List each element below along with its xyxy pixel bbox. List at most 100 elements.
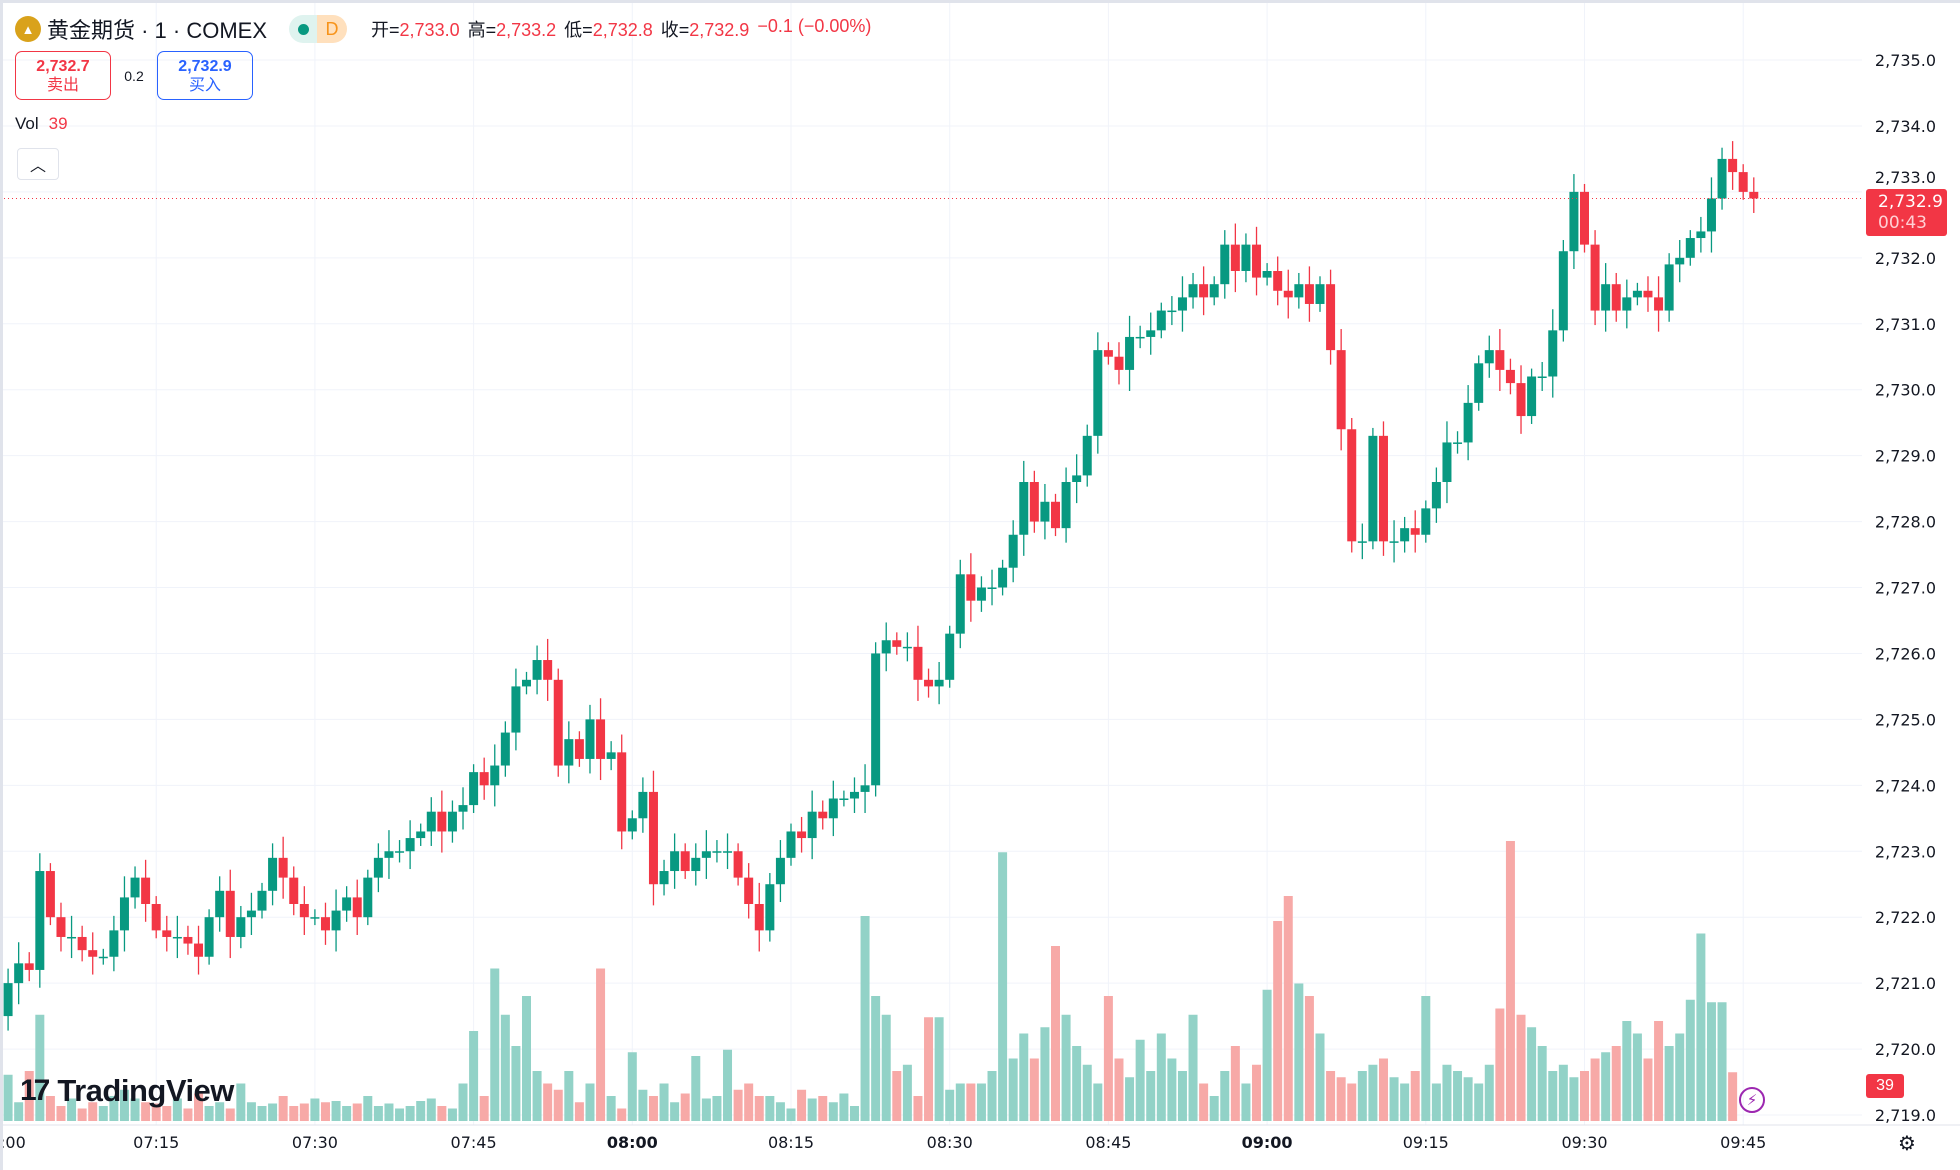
candle-body: [14, 963, 24, 984]
volume-bar: [1474, 1083, 1484, 1121]
candle: [384, 830, 394, 879]
candle: [437, 790, 447, 853]
candle: [966, 553, 976, 622]
candle: [1209, 276, 1219, 306]
volume-bar: [1029, 1058, 1039, 1121]
time-axis-label: 08:00: [607, 1133, 658, 1152]
volume-bar: [924, 1017, 934, 1121]
candle: [268, 843, 278, 906]
candle: [585, 704, 595, 774]
volume-bar: [1484, 1064, 1494, 1121]
candle-body: [881, 640, 891, 654]
candle: [109, 915, 119, 972]
candle-body: [1051, 501, 1060, 529]
volume-bar: [1400, 1083, 1410, 1121]
tradingview-logo[interactable]: 17 TradingView: [20, 1073, 234, 1109]
volume-bar: [1632, 1033, 1642, 1121]
volume-bar: [1103, 996, 1113, 1121]
candle: [680, 843, 690, 879]
candle-body: [98, 956, 108, 959]
candle: [310, 909, 320, 926]
volume-bar: [1558, 1064, 1568, 1121]
candle: [1368, 427, 1378, 550]
candle-body: [807, 811, 817, 839]
gold-logo-icon: ▲: [15, 16, 41, 42]
candle-body: [395, 851, 405, 853]
candle: [1484, 335, 1494, 378]
volume-bar: [1378, 1058, 1388, 1121]
sell-button[interactable]: 2,732.7 卖出: [15, 51, 111, 100]
collapse-legend-button[interactable]: ︿: [17, 148, 59, 180]
candle-body: [416, 831, 426, 839]
volume-bar: [680, 1093, 690, 1121]
candle: [1463, 385, 1473, 461]
candle: [564, 721, 574, 784]
candle-body: [1484, 350, 1494, 364]
candle: [532, 645, 542, 695]
volume-bar: [828, 1102, 838, 1121]
candle: [733, 843, 743, 886]
volume-bar: [712, 1096, 722, 1121]
volume-bar: [1019, 1033, 1029, 1121]
volume-bar: [1040, 1027, 1050, 1121]
candle: [712, 840, 722, 863]
volume-bar: [976, 1083, 986, 1121]
candle: [172, 915, 182, 959]
candle: [1664, 253, 1674, 322]
volume-bar: [1199, 1083, 1209, 1121]
sell-price: 2,732.7: [36, 57, 90, 75]
market-status-badge[interactable]: D: [289, 15, 348, 43]
time-axis-label: 08:15: [768, 1133, 814, 1152]
candle: [913, 625, 923, 701]
settings-gear-icon[interactable]: ⚙: [1898, 1133, 1916, 1155]
candle-body: [934, 679, 944, 687]
volume-bar: [35, 1014, 45, 1121]
candle: [1569, 174, 1579, 270]
volume-bar: [320, 1102, 330, 1121]
tradingview-wordmark: TradingView: [57, 1073, 234, 1108]
candle-body: [320, 917, 330, 931]
candle-body: [1558, 251, 1568, 331]
open-label: 开=: [371, 20, 400, 40]
buy-label: 买入: [188, 76, 221, 94]
bar-countdown: 00:43: [1878, 213, 1927, 233]
volume-bar: [1082, 1064, 1092, 1121]
candle-body: [775, 857, 785, 885]
volume-bar: [109, 1096, 119, 1121]
candle: [701, 830, 711, 879]
price-axis-label: 2,723.0: [1875, 842, 1936, 861]
price-axis-label: 2,734.0: [1875, 117, 1936, 136]
volume-bar: [1548, 1071, 1558, 1121]
buy-button[interactable]: 2,732.9 买入: [157, 51, 253, 100]
candle: [151, 896, 161, 939]
candle-body: [1442, 442, 1452, 482]
volume-bar: [384, 1103, 394, 1121]
volume-bar: [1601, 1052, 1611, 1121]
lightning-icon[interactable]: ⚡: [1739, 1087, 1765, 1113]
candle-body: [1273, 271, 1283, 291]
candle-body: [45, 871, 55, 918]
candle: [162, 915, 172, 952]
candle: [754, 882, 764, 952]
candle-body: [162, 930, 172, 937]
candle-body: [680, 851, 690, 872]
candle-body: [373, 857, 383, 878]
candle: [1495, 329, 1505, 392]
candle-body: [648, 791, 658, 885]
current-price-tag: 2,732.9 00:43: [1866, 189, 1947, 236]
volume-bar: [849, 1106, 859, 1121]
candle-body: [955, 574, 965, 634]
candle-body: [426, 811, 436, 832]
candle-body: [1061, 482, 1071, 529]
candle: [638, 777, 648, 833]
volume-bar: [45, 1096, 55, 1121]
volume-bar: [1347, 1083, 1357, 1121]
candle: [1273, 256, 1283, 306]
volume-bar: [14, 1102, 24, 1121]
time-axis-label: 07:15: [133, 1133, 179, 1152]
symbol-title[interactable]: 黄金期货 · 1 · COMEX: [47, 18, 268, 43]
candle-body: [24, 963, 34, 970]
candle: [1135, 325, 1145, 349]
candle-body: [289, 877, 299, 904]
